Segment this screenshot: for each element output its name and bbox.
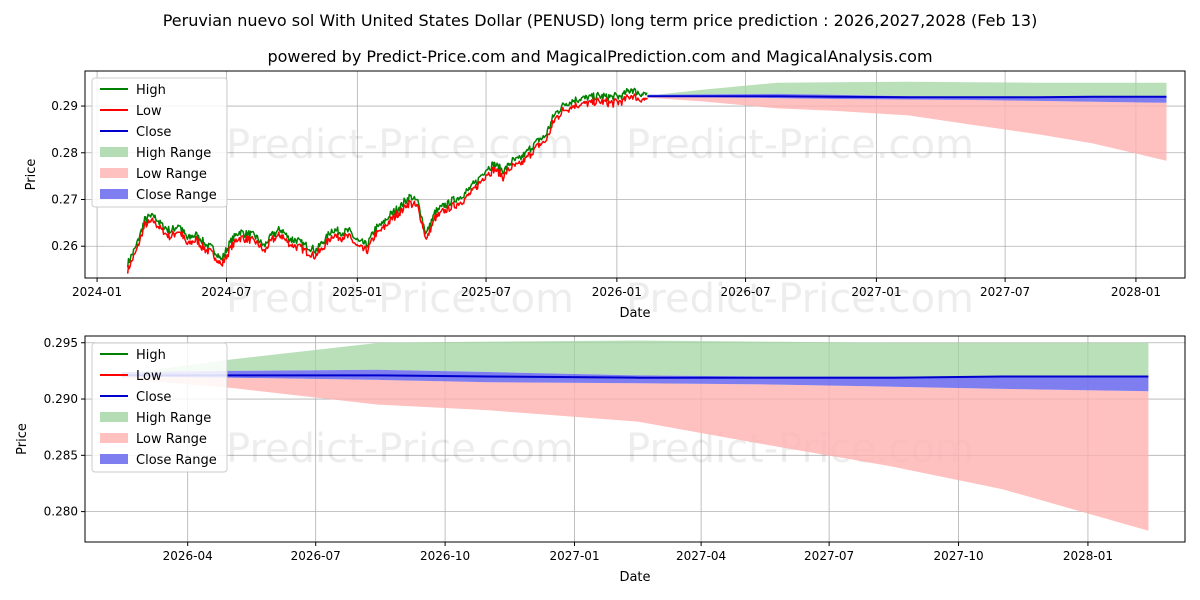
y-tick-label: 0.290 — [44, 392, 78, 406]
y-tick-label: 0.27 — [51, 192, 78, 206]
low-range-band — [121, 376, 1149, 531]
x-tick-label: 2028-01 — [1063, 549, 1113, 563]
x-axis: 2024-01 2024-07 2025-01 2025-07 2026-01 2026-… — [72, 278, 1161, 321]
forecast-close-line — [647, 95, 1167, 99]
legend-label-close: Close — [136, 125, 171, 140]
x-axis: 2026-04 2026-07 2026-10 2027-01 2027-04 2027-… — [163, 542, 1113, 585]
low-range-band — [647, 96, 1167, 161]
legend-swatch-close_range — [100, 189, 128, 199]
x-tick-label: 2026-07 — [291, 549, 341, 563]
legend-swatch-low_range — [100, 168, 128, 178]
y-tick-label: 0.285 — [44, 448, 78, 462]
legend-swatch-low_range — [100, 433, 128, 443]
x-tick-label: 2025-01 — [332, 285, 382, 299]
x-tick-label: 2026-01 — [592, 285, 642, 299]
legend-label-low_range: Low Range — [136, 432, 207, 447]
watermark-text: Predict-Price.com — [626, 276, 974, 322]
watermark-text: Predict-Price.com — [626, 122, 974, 168]
x-tick-label: 2026-04 — [163, 549, 213, 563]
y-axis-label: Price — [15, 423, 30, 455]
legend-swatch-high_range — [100, 412, 128, 422]
x-tick-label: 2027-10 — [933, 549, 983, 563]
y-tick-label: 0.28 — [51, 146, 78, 160]
watermark: Predict-Price.com Predict-Price.com Predic… — [226, 122, 974, 322]
legend: High Low Close High Range Low Range Close Ran… — [91, 342, 228, 473]
y-tick-label: 0.26 — [51, 239, 78, 253]
x-tick-label: 2028-01 — [1111, 285, 1161, 299]
x-tick-label: 2027-07 — [980, 285, 1030, 299]
x-tick-label: 2026-07 — [720, 285, 770, 299]
legend-label-high: High — [136, 348, 166, 363]
high-range-band — [121, 340, 1149, 377]
legend-label-close: Close — [136, 390, 171, 405]
axes-frame — [84, 335, 1186, 543]
high-range-band — [647, 81, 1167, 97]
legend-label-high: High — [136, 83, 166, 98]
x-tick-label: 2027-01 — [549, 549, 599, 563]
watermark-text: Predict-Price.com — [226, 426, 574, 472]
legend-label-close_range: Close Range — [136, 453, 217, 468]
legend: High Low Close High Range Low Range Close Ran… — [91, 77, 228, 208]
history-high-line — [126, 87, 648, 268]
legend-label-high_range: High Range — [136, 146, 211, 161]
watermark-text: Predict-Price.com — [226, 122, 574, 168]
legend-label-high_range: High Range — [136, 411, 211, 426]
history-low-line — [126, 93, 648, 274]
x-tick-label: 2024-07 — [201, 285, 251, 299]
legend-label-low_range: Low Range — [136, 167, 207, 182]
panel-long-term: Predict-Price.com Predict-Price.com Predic… — [24, 70, 1186, 322]
x-tick-label: 2027-07 — [804, 549, 854, 563]
x-tick-label: 2024-01 — [72, 285, 122, 299]
x-tick-label: 2027-01 — [851, 285, 901, 299]
chart-subtitle: powered by Predict-Price.com and Magical… — [267, 47, 932, 66]
x-tick-label: 2025-07 — [461, 285, 511, 299]
y-axis-label: Price — [24, 159, 39, 191]
watermark-text: Predict-Price.com — [226, 276, 574, 322]
x-axis-label: Date — [619, 306, 650, 321]
legend-label-low: Low — [136, 369, 162, 384]
y-tick-label: 0.280 — [44, 505, 78, 519]
x-tick-label: 2026-10 — [420, 549, 470, 563]
x-axis-label: Date — [619, 570, 650, 585]
legend-label-low: Low — [136, 104, 162, 119]
y-axis: 0.26 0.27 0.28 0.29 Price — [24, 99, 85, 253]
chart-title: Peruvian nuevo sol With United States Do… — [163, 11, 1038, 30]
legend-label-close_range: Close Range — [136, 188, 217, 203]
y-axis: 0.280 0.285 0.290 0.295 Price — [15, 336, 85, 519]
plot-area — [126, 81, 1167, 274]
y-tick-label: 0.295 — [44, 336, 78, 350]
x-tick-label: 2027-04 — [676, 549, 726, 563]
legend-swatch-high_range — [100, 147, 128, 157]
panel-forecast-zoom: Predict-Price.comPredict-Price.com2026-0… — [15, 335, 1186, 585]
legend-swatch-close_range — [100, 454, 128, 464]
forecast-close-line — [121, 374, 1149, 379]
y-tick-label: 0.29 — [51, 99, 78, 113]
plot-area — [121, 340, 1149, 531]
axes-frame — [84, 70, 1186, 279]
